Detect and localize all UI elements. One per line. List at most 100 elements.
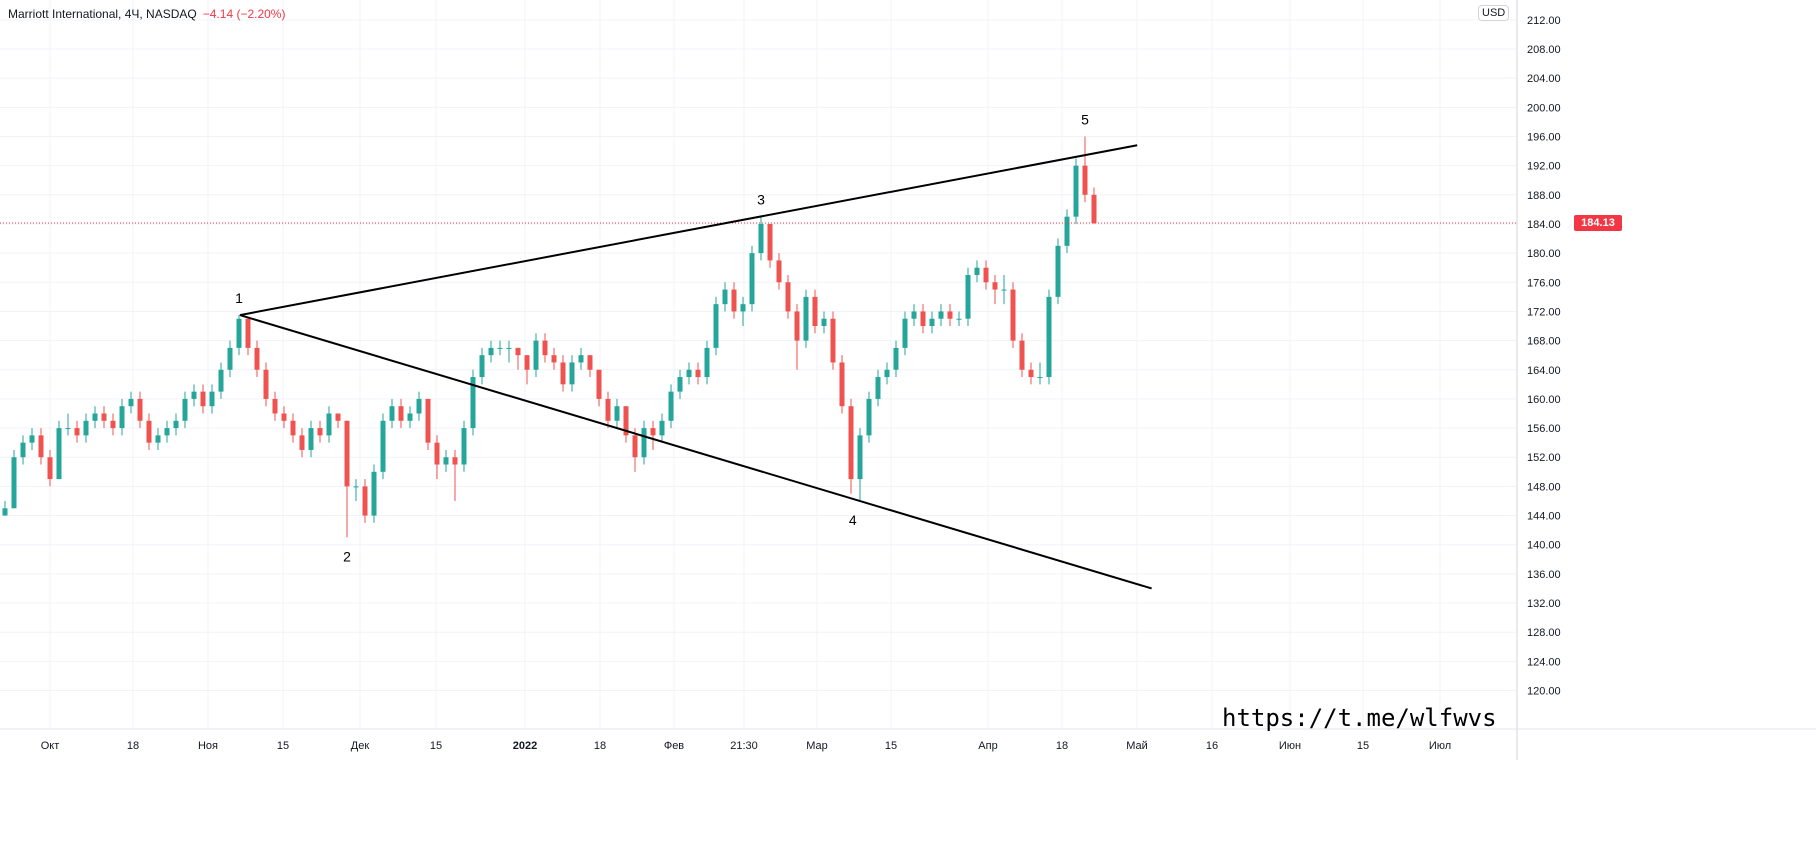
candle-body xyxy=(965,274,971,319)
candle xyxy=(668,384,674,429)
candle-body xyxy=(1001,289,1007,291)
candle-body xyxy=(524,355,530,370)
candle xyxy=(812,289,818,334)
y-tick-label: 140.00 xyxy=(1527,540,1561,552)
wave-label: 5 xyxy=(1081,111,1089,127)
candle xyxy=(623,406,629,443)
candle-body xyxy=(461,428,467,465)
candle-body xyxy=(398,406,404,421)
candle xyxy=(119,398,125,436)
currency-button[interactable]: USD xyxy=(1478,5,1510,21)
candle xyxy=(101,406,107,429)
candle xyxy=(227,340,233,378)
candle xyxy=(506,340,512,363)
candle xyxy=(551,347,557,370)
candle xyxy=(308,420,314,458)
candle xyxy=(155,428,161,450)
trendline xyxy=(239,144,1138,317)
candle-body xyxy=(506,347,512,349)
candle-body xyxy=(1046,296,1052,378)
candle xyxy=(578,347,584,370)
x-tick-label: 18 xyxy=(127,740,139,752)
candle xyxy=(164,420,170,443)
candle xyxy=(344,420,350,538)
candle xyxy=(605,391,611,429)
symbol-legend: Marriott International, 4Ч, NASDAQ −4.14 … xyxy=(8,7,285,21)
candle xyxy=(920,304,926,334)
x-tick-label: 2022 xyxy=(513,740,537,752)
candle xyxy=(461,420,467,472)
candle xyxy=(596,369,602,407)
candle xyxy=(335,413,341,429)
candle xyxy=(1073,158,1079,224)
candle-body xyxy=(983,267,989,283)
candle-body xyxy=(308,428,314,450)
watermark-text: https://t.me/wlfwvs xyxy=(1222,704,1497,732)
candle xyxy=(290,413,296,443)
candle xyxy=(137,391,143,429)
candle xyxy=(1001,274,1007,305)
candle-body xyxy=(434,442,440,465)
candle-body xyxy=(929,318,935,327)
x-tick-label: Май xyxy=(1126,740,1148,752)
x-tick-label: 15 xyxy=(1357,740,1369,752)
candle-body xyxy=(137,398,143,421)
candle xyxy=(569,355,575,392)
candle-body xyxy=(911,311,917,319)
y-tick-label: 188.00 xyxy=(1527,190,1561,202)
candle-body xyxy=(326,413,332,436)
candle xyxy=(434,435,440,480)
candle xyxy=(389,398,395,429)
candle-body xyxy=(272,398,278,414)
candle-body xyxy=(731,289,737,312)
x-tick-label: 16 xyxy=(1206,740,1218,752)
candle xyxy=(1019,333,1025,378)
candle-body xyxy=(200,391,206,407)
candle xyxy=(92,406,98,429)
candle xyxy=(398,398,404,429)
candle xyxy=(74,420,80,443)
candle xyxy=(425,398,431,450)
candle xyxy=(416,391,422,421)
candle-body xyxy=(470,377,476,429)
candle xyxy=(452,449,458,501)
candle xyxy=(443,449,449,472)
candle xyxy=(38,428,44,465)
candle-body xyxy=(515,347,521,356)
candle xyxy=(236,315,242,356)
candle-body xyxy=(128,398,134,407)
y-tick-label: 192.00 xyxy=(1527,161,1561,173)
candle-body xyxy=(299,435,305,450)
candle-body xyxy=(695,369,701,378)
x-tick-label: 21:30 xyxy=(730,740,758,752)
candle-body xyxy=(380,420,386,472)
candle-body xyxy=(956,318,962,320)
candle xyxy=(83,413,89,443)
candle-body xyxy=(119,406,125,429)
candle xyxy=(272,391,278,421)
y-tick-label: 132.00 xyxy=(1527,598,1561,610)
y-tick-label: 208.00 xyxy=(1527,44,1561,56)
candle-body xyxy=(74,428,80,436)
x-tick-label: Фев xyxy=(664,740,684,752)
candle-body xyxy=(704,347,710,378)
candle-body xyxy=(1037,377,1043,379)
candle xyxy=(713,296,719,356)
candle xyxy=(281,406,287,429)
candle xyxy=(1055,238,1061,305)
candle xyxy=(353,479,359,501)
candle xyxy=(533,333,539,378)
candle xyxy=(29,428,35,450)
candle xyxy=(839,355,845,414)
candle-body xyxy=(641,428,647,458)
candle-body xyxy=(668,391,674,421)
candle xyxy=(821,311,827,334)
price-change: −4.14 (−2.20%) xyxy=(202,7,286,21)
candle-body xyxy=(83,420,89,436)
candle xyxy=(1010,282,1016,348)
candle-body xyxy=(1028,369,1034,378)
candle-body xyxy=(1073,165,1079,217)
candle xyxy=(956,311,962,327)
x-tick-label: Июл xyxy=(1429,740,1451,752)
